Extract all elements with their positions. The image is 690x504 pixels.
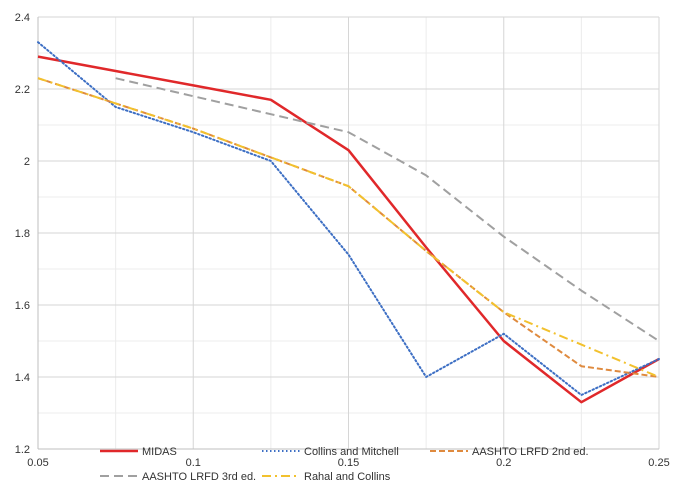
x-tick-label: 0.1 [186,457,201,469]
x-tick-label: 0.2 [496,457,511,469]
legend-label-1: Collins and Mitchell [304,446,399,458]
series-line-0 [37,55,660,404]
y-tick-label: 2 [24,156,30,168]
y-tick-labels: 1.2 1.4 1.6 1.8 2 2.2 2.4 [15,12,30,456]
x-tick-labels: 0.05 0.1 0.15 0.2 0.25 [27,457,669,469]
y-tick-label: 1.4 [15,372,30,384]
series-line-4 [37,77,660,378]
y-tick-label: 1.6 [15,300,30,312]
x-tick-label: 0.05 [27,457,48,469]
axes [37,17,659,450]
x-tick-label: 0.15 [338,457,359,469]
series-layer [37,41,660,404]
x-tick-label: 0.25 [648,457,669,469]
series-line-1 [37,41,660,396]
legend: MIDAS Collins and Mitchell AASHTO LRFD 2nd… [100,446,589,483]
y-tick-label: 2.2 [15,84,30,96]
y-tick-label: 2.4 [15,12,30,24]
y-tick-label: 1.2 [15,444,30,456]
y-tick-label: 1.8 [15,228,30,240]
legend-label-0: MIDAS [142,446,177,458]
legend-label-4: Rahal and Collins [304,471,391,483]
series-line-3 [115,77,660,342]
legend-label-2: AASHTO LRFD 2nd ed. [472,446,589,458]
legend-label-3: AASHTO LRFD 3rd ed. [142,471,256,483]
